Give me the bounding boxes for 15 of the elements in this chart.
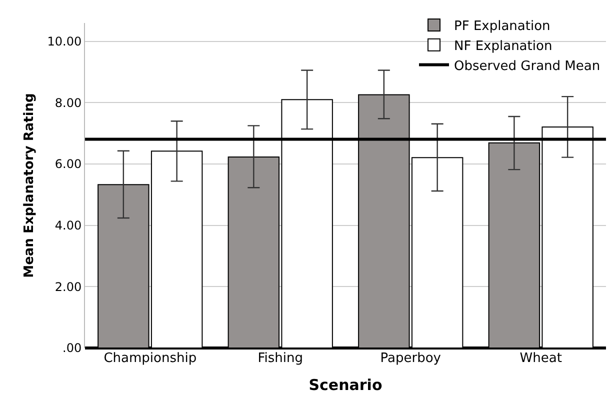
y-tick-label: 8.00	[54, 96, 82, 110]
y-tick-label: 10.00	[47, 34, 82, 49]
legend-label: Observed Grand Mean	[454, 58, 600, 74]
y-tick-label: 4.00	[54, 218, 82, 233]
legend-label: NF Explanation	[454, 38, 552, 54]
x-axis-title: Scenario	[308, 376, 382, 394]
x-tick-label: Fishing	[258, 351, 304, 366]
x-tick-label: Paperboy	[380, 351, 442, 366]
legend-label: PF Explanation	[454, 19, 550, 34]
x-tick-label: Wheat	[520, 351, 562, 366]
y-tick-label: .00	[62, 341, 82, 356]
y-tick-label: 2.00	[54, 280, 82, 294]
y-tick-label: 6.00	[54, 157, 82, 172]
y-axis-title: Mean Explanatory Rating	[22, 93, 38, 278]
x-tick-label: Championship	[104, 351, 197, 366]
